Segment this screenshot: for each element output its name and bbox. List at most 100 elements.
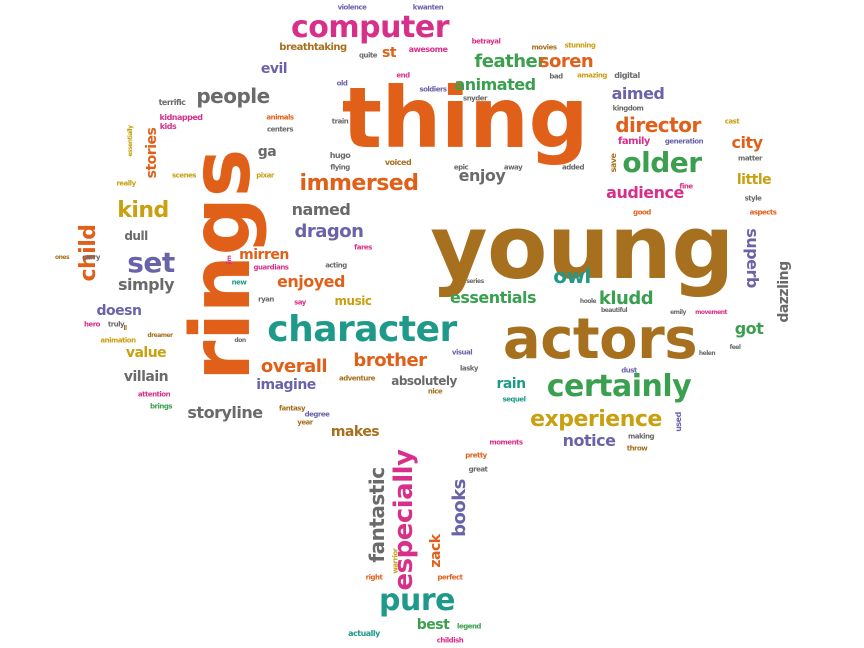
cloud-word: movies [531,43,557,52]
cloud-word: guardians [253,263,289,272]
cloud-word: throw [626,444,648,453]
cloud-word: music [334,294,372,308]
cloud-word: soldiers [419,85,447,94]
cloud-word: fantasy [278,404,306,413]
cloud-word: hero [84,320,101,329]
cloud-word: thing [341,69,589,167]
cloud-word: simply [117,275,175,294]
cloud-word: rain [496,376,526,392]
cloud-word: pure [379,583,455,618]
cloud-word: violence [337,3,367,12]
cloud-word: jim [226,255,233,265]
cloud-word: scenes [172,171,196,180]
cloud-word: digital [614,71,640,80]
cloud-word: zack [428,534,444,568]
cloud-word: aspects [749,208,777,217]
cloud-word: kwanten [412,3,444,12]
cloud-word: actors [502,307,698,372]
cloud-word: ones [54,254,70,261]
cloud-word: pretty [465,451,487,460]
cloud-word: childish [436,636,464,645]
cloud-word: dreamer [147,332,173,339]
cloud-word: ll [123,325,127,332]
cloud-word: pixar [256,171,274,180]
cloud-word: quite [359,51,378,60]
cloud-word: amazing [577,71,607,80]
cloud-word: epic [453,163,469,172]
cloud-word: degree [304,410,330,419]
cloud-word: certainly [546,369,692,404]
cloud-word: sequel [502,395,526,404]
cloud-word: family [618,136,650,147]
cloud-word: actually [348,629,380,638]
cloud-word: dull [124,229,148,243]
cloud-word: set [127,246,175,279]
cloud-word: legend [457,622,481,631]
cloud-word: hoole [579,298,597,305]
cloud-word: feather [474,51,546,72]
cloud-word: series [466,278,484,285]
cloud-word: beautiful [600,307,628,314]
cloud-word: owl [553,264,591,288]
cloud-word: save [609,153,618,173]
cloud-word: warrior [391,548,400,574]
cloud-word: snyder [463,94,487,103]
cloud-word: dazzling [776,261,792,323]
cloud-word: centers [266,125,294,134]
cloud-word: end [396,71,410,80]
cloud-word: nice [427,387,443,396]
cloud-word: fantastic [365,467,389,563]
cloud-word: ryan [258,295,274,304]
cloud-word: brings [149,402,173,411]
cloud-word: cast [724,117,740,126]
cloud-word: little [736,172,772,188]
cloud-word: voiced [384,158,412,167]
cloud-word: kludd [598,288,654,309]
cloud-word: makes [330,424,380,440]
cloud-word: named [291,200,351,219]
cloud-word: experience [530,407,662,432]
cloud-word: say [294,298,306,307]
cloud-word: lasky [459,364,479,373]
cloud-word: imagine [256,377,316,393]
cloud-word: storyline [187,403,263,422]
cloud-word: adventure [338,374,376,383]
cloud-word: villain [123,369,169,385]
cloud-word: best [416,617,450,633]
cloud-word: away [503,163,523,172]
cloud-word: mirren [239,247,289,263]
cloud-word: soren [538,51,594,72]
cloud-word: notice [562,431,616,450]
cloud-word: city [731,133,763,152]
cloud-word: kids [159,122,177,131]
cloud-word: stunning [564,41,596,50]
cloud-word: essentially [127,125,134,157]
cloud-word: old [336,79,348,88]
cloud-word: don [234,337,246,344]
cloud-word: animals [266,113,294,122]
cloud-word: essentials [449,288,537,307]
cloud-word: matter [738,154,762,163]
cloud-word: good [633,208,651,217]
cloud-word: moments [489,438,523,447]
cloud-word: generation [664,137,704,146]
cloud-word: dust [621,366,637,375]
cloud-word: character [267,309,457,350]
cloud-word: style [744,194,762,203]
cloud-word: overall [260,356,328,377]
cloud-word: young [430,196,734,299]
cloud-word: immersed [299,171,419,196]
cloud-word: awesome [408,45,448,54]
cloud-word: kind [117,198,169,223]
cloud-word: brother [353,350,427,371]
cloud-word: stories [144,127,160,179]
cloud-word: helen [698,350,716,357]
cloud-word: terrific [158,98,186,107]
cloud-word: attention [137,390,171,399]
cloud-word: fares [354,243,372,252]
cloud-word: absolutely [391,374,457,388]
cloud-word: visual [451,348,473,357]
cloud-word: audience [606,183,684,202]
cloud-word: breathtaking [279,42,347,53]
cloud-word: truly [107,320,125,329]
